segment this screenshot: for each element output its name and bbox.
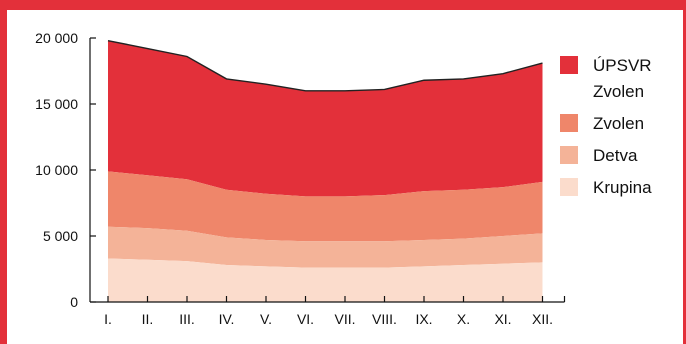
x-tick-label: XII. xyxy=(532,311,553,327)
y-tick-label: 5 000 xyxy=(43,228,78,244)
area-krupina xyxy=(108,258,543,302)
legend-label: Zvolen xyxy=(593,82,644,101)
area--psvr-zvolen xyxy=(108,40,543,197)
x-tick-label: X. xyxy=(457,311,470,327)
x-tick-label: II. xyxy=(142,311,154,327)
left-accent-bar xyxy=(0,0,7,344)
x-tick-label: IX. xyxy=(415,311,432,327)
legend-swatch xyxy=(560,178,578,196)
legend-swatch xyxy=(560,114,578,132)
top-accent-bar xyxy=(0,0,686,10)
x-tick-label: VII. xyxy=(334,311,355,327)
y-tick-label: 10 000 xyxy=(35,162,78,178)
axes: 0 5 000 10 000 15 000 20 000 I. II. III. IV. V. VI… xyxy=(35,30,566,327)
x-tick-label: IV. xyxy=(219,311,235,327)
legend-label: ÚPSVR xyxy=(593,56,652,75)
legend-label: Detva xyxy=(593,146,638,165)
x-tick-label: VI. xyxy=(297,311,314,327)
y-tick-label: 0 xyxy=(70,294,78,310)
x-tick-label: XI. xyxy=(494,311,511,327)
legend-swatch xyxy=(560,56,578,74)
area-layers xyxy=(107,39,543,302)
legend-label: Zvolen xyxy=(593,114,644,133)
x-tick-label: I. xyxy=(104,311,112,327)
legend-label: Krupina xyxy=(593,178,652,197)
x-tick-label: V. xyxy=(260,311,272,327)
area-detva xyxy=(108,226,543,268)
total-outline xyxy=(107,39,543,92)
legend-swatch xyxy=(560,146,578,164)
y-tick-label: 20 000 xyxy=(35,30,78,46)
x-tick-label: III. xyxy=(179,311,195,327)
right-accent-bar xyxy=(683,0,686,344)
legend: ÚPSVR Zvolen Zvolen Detva Krupina xyxy=(560,56,652,197)
x-tick-label: VIII. xyxy=(372,311,397,327)
y-tick-label: 15 000 xyxy=(35,96,78,112)
area-zvolen xyxy=(108,171,543,242)
